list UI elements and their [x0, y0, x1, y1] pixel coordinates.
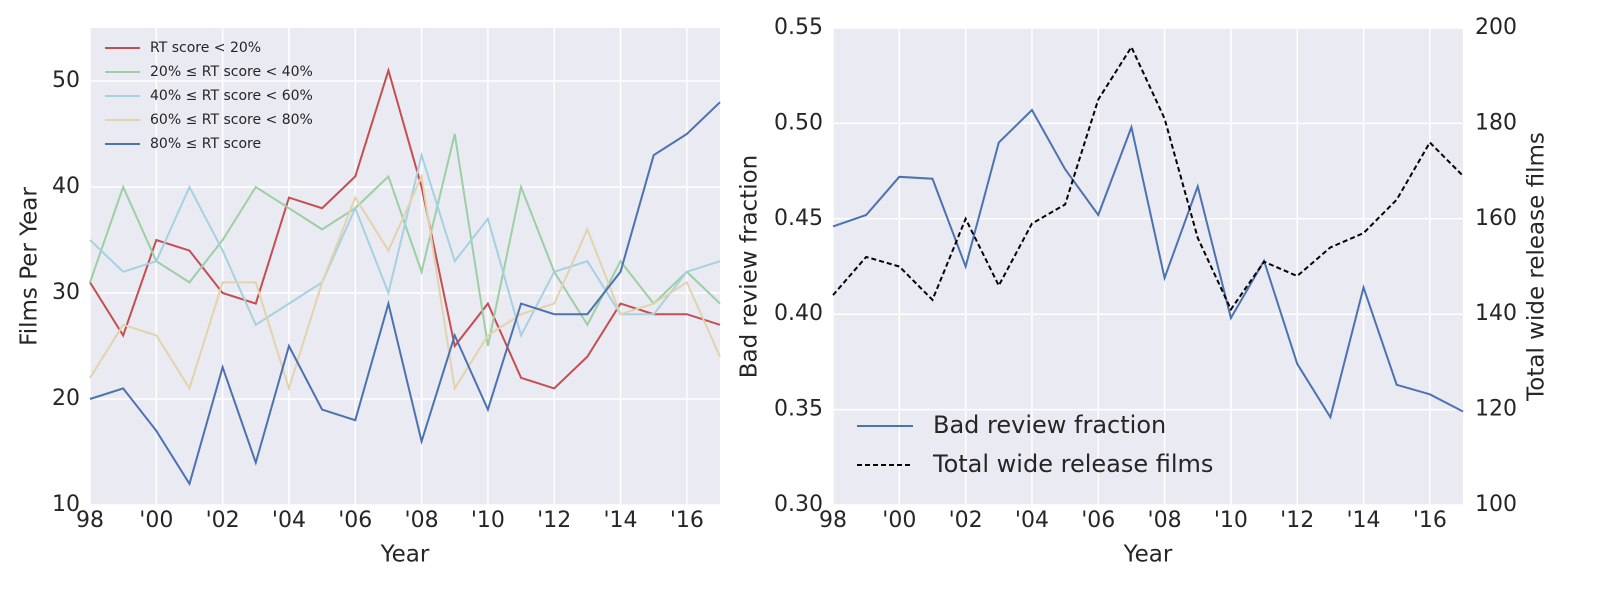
x-tick-label: '06: [1081, 508, 1115, 533]
y-tick-label: 30: [52, 280, 80, 305]
y-tick-label: 0.45: [774, 206, 823, 231]
x-tick-label: '08: [1148, 508, 1182, 533]
legend-label: RT score < 20%: [150, 40, 261, 56]
x-tick-label: '04: [1015, 508, 1049, 533]
series-line: [89, 66, 721, 390]
x-tick-label: '00: [139, 508, 173, 533]
x-tick-label: '16: [670, 508, 704, 533]
series-line: [832, 44, 1464, 312]
legend-label: 20% ≤ RT score < 40%: [150, 64, 313, 80]
y-axis-label: Films Per Year: [17, 187, 43, 346]
x-tick-label: '14: [1347, 508, 1381, 533]
x-tick-label: '10: [471, 508, 505, 533]
x-axis-label: Year: [1123, 542, 1173, 568]
x-tick-label: '14: [604, 508, 638, 533]
x-tick-label: '16: [1413, 508, 1447, 533]
y-tick-label: 0.30: [774, 492, 823, 517]
plot-area: [90, 28, 720, 505]
plot-area: [833, 28, 1463, 505]
y-tick-label: 50: [52, 68, 80, 93]
x-tick-label: '12: [537, 508, 571, 533]
x-tick-label: '00: [882, 508, 916, 533]
y-tick-label: 10: [52, 492, 80, 517]
y-axis-label: Bad review fraction: [737, 155, 763, 379]
legend-label: 40% ≤ RT score < 60%: [150, 88, 313, 104]
y-tick-label: 0.40: [774, 301, 823, 326]
x-tick-label: '02: [949, 508, 983, 533]
y-tick-label: 40: [52, 174, 80, 199]
series-line: [89, 151, 721, 339]
legend-label: 80% ≤ RT score: [150, 136, 261, 152]
x-tick-label: '06: [338, 508, 372, 533]
x-tick-label: '04: [272, 508, 306, 533]
y2-tick-label: 140: [1475, 301, 1517, 326]
x-tick-label: 98: [819, 508, 847, 533]
y2-tick-label: 100: [1475, 492, 1517, 517]
legend-label: 60% ≤ RT score < 80%: [150, 112, 313, 128]
y-tick-label: 0.55: [774, 15, 823, 40]
x-tick-label: '12: [1280, 508, 1314, 533]
legend-label: Bad review fraction: [933, 411, 1166, 439]
y2-tick-label: 180: [1475, 110, 1517, 135]
y2-tick-label: 120: [1475, 397, 1517, 422]
x-axis-label: Year: [380, 542, 430, 568]
x-tick-label: 98: [76, 508, 104, 533]
legend-label: Total wide release films: [932, 450, 1213, 478]
y2-tick-label: 200: [1475, 15, 1517, 40]
series-line: [832, 108, 1464, 420]
y-tick-label: 0.50: [774, 110, 823, 135]
y-tick-label: 0.35: [774, 397, 823, 422]
x-tick-label: '02: [206, 508, 240, 533]
series-line: [89, 172, 721, 392]
y-tick-label: 20: [52, 386, 80, 411]
x-tick-label: '08: [405, 508, 439, 533]
series-line: [89, 101, 721, 487]
y2-tick-label: 160: [1475, 206, 1517, 231]
y2-axis-label: Total wide release films: [1524, 132, 1550, 402]
x-tick-label: '10: [1214, 508, 1248, 533]
